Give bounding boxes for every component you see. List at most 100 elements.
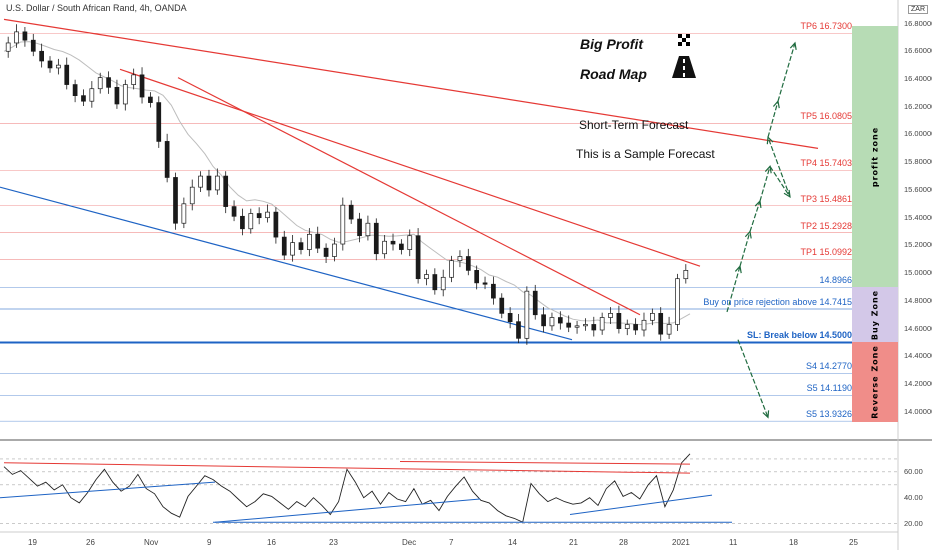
oscillator-support-3 <box>569 494 713 515</box>
candle <box>223 171 229 214</box>
candle <box>64 57 70 90</box>
forecast-arrowhead <box>789 41 797 50</box>
candle <box>633 318 638 335</box>
level-label-tp5: TP5 16.0805 <box>800 111 852 122</box>
candle <box>106 71 111 94</box>
candle <box>122 79 128 111</box>
candle-body <box>156 102 162 142</box>
candle-body <box>231 206 237 217</box>
candle <box>39 43 44 68</box>
candle <box>348 200 354 224</box>
candle <box>440 269 446 297</box>
candle <box>373 218 379 261</box>
y-tick-label: 16.40000 <box>904 74 932 83</box>
candle <box>307 228 312 257</box>
candle-body <box>14 31 19 44</box>
candle-body <box>122 84 128 105</box>
x-tick-label: 28 <box>619 538 628 547</box>
x-tick-label: 26 <box>86 538 95 547</box>
candle <box>315 226 321 254</box>
candle-body <box>541 314 546 327</box>
candle <box>114 79 120 109</box>
reverse-zone-label: Reverse Zone <box>870 345 880 419</box>
x-tick-label: 25 <box>849 538 858 547</box>
trendline-resistance-3 <box>177 77 641 316</box>
candle-body <box>72 84 78 97</box>
candle <box>189 179 195 211</box>
candle <box>415 228 421 284</box>
y-tick-label: 14.20000 <box>904 379 932 389</box>
x-tick-label: 2021 <box>672 538 690 547</box>
x-tick-label: 9 <box>207 538 212 547</box>
y-tick-label: 14.80000 <box>904 295 932 305</box>
y-tick-label: 15.60000 <box>904 184 932 194</box>
candle-body <box>415 235 421 280</box>
candle-body <box>399 243 404 250</box>
candle-body <box>424 274 429 280</box>
candle-body <box>482 282 488 285</box>
road-map-label: Road Map <box>580 66 647 82</box>
candle-body <box>206 175 212 191</box>
candle <box>81 89 86 107</box>
candle <box>658 307 664 341</box>
forecast-arrowhead <box>744 230 752 239</box>
candle-body <box>81 95 86 102</box>
candle-body <box>440 276 446 291</box>
y-tick-label: 14.40000 <box>904 351 932 361</box>
candle-body <box>22 31 28 41</box>
candle-body <box>465 256 471 271</box>
candle <box>591 316 597 337</box>
candle <box>516 314 521 344</box>
y-tick-label: 15.40000 <box>904 212 932 222</box>
candle-body <box>240 215 245 230</box>
x-tick-label: 19 <box>28 538 37 547</box>
candle-body <box>30 39 36 52</box>
candle-body <box>524 290 530 339</box>
forecast-segment <box>767 137 791 198</box>
candle <box>566 315 572 333</box>
level-label-tp6: TP6 16.7300 <box>800 21 852 32</box>
candle-body <box>290 242 295 256</box>
candle-body <box>298 242 304 250</box>
level-label-s5b: S5 13.9326 <box>805 409 852 420</box>
candle <box>608 307 613 325</box>
x-tick-label: 23 <box>329 538 338 547</box>
big-profit-label: Big Profit <box>580 36 643 52</box>
candle-body <box>315 233 321 249</box>
y-tick-label: 16.00000 <box>904 129 932 139</box>
candle <box>340 197 346 251</box>
candle-body <box>139 74 145 98</box>
candle <box>14 24 19 48</box>
trendline-support <box>0 186 573 341</box>
candle <box>474 265 480 290</box>
candle <box>47 56 53 73</box>
candle-body <box>39 50 44 62</box>
candle <box>173 172 178 230</box>
candle-body <box>650 313 655 321</box>
candle-body <box>189 186 195 205</box>
candle-body <box>641 319 647 331</box>
y-tick-label: 16.20000 <box>904 101 932 111</box>
candle-body <box>658 313 664 335</box>
candle-body <box>532 290 538 316</box>
forecast-segment <box>767 101 779 138</box>
candle <box>323 243 329 264</box>
level-label-entry: Buy on price rejection above 14.7415 <box>703 296 852 307</box>
candle <box>407 229 413 257</box>
candle-body <box>106 77 111 88</box>
candle-body <box>382 240 387 255</box>
candle <box>491 276 496 305</box>
candle-body <box>432 274 438 291</box>
candle <box>156 96 162 148</box>
x-tick-label: 7 <box>449 538 454 547</box>
candle <box>583 318 588 331</box>
oscillator-tick-label: 20.00 <box>904 518 923 528</box>
forecast-arrowhead <box>783 189 791 199</box>
candle <box>624 319 630 336</box>
candle-body <box>549 317 555 327</box>
candle-body <box>97 77 103 90</box>
x-tick-label: 11 <box>729 538 738 547</box>
oscillator-support-2 <box>214 498 481 523</box>
candle-body <box>557 317 563 324</box>
